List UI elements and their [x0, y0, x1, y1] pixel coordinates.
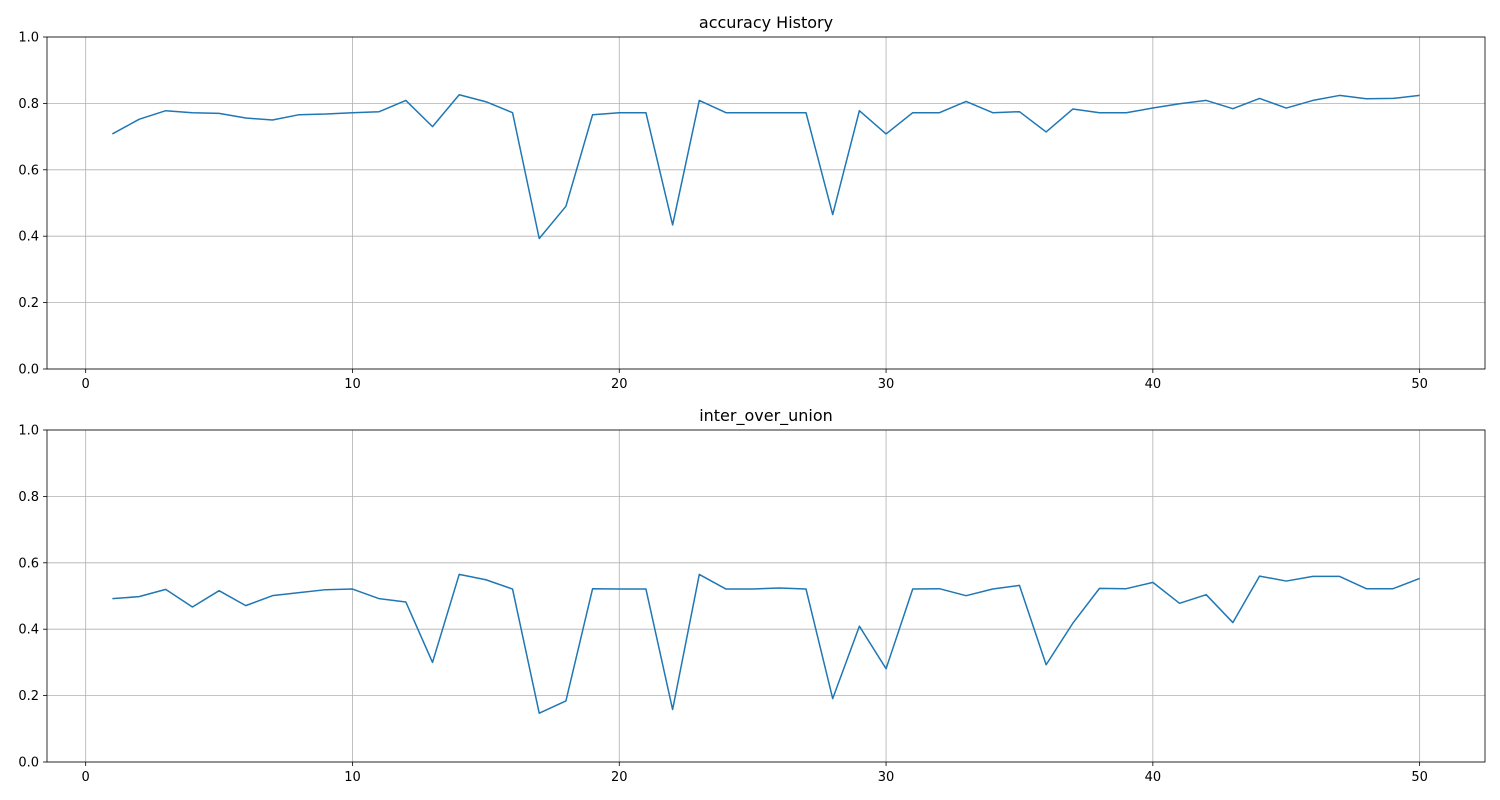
x-tick-label: 40 — [1145, 377, 1162, 392]
x-tick-label: 50 — [1411, 770, 1428, 785]
chart-title: accuracy History — [699, 13, 833, 32]
x-tick-label: 20 — [611, 770, 628, 785]
y-tick-label: 0.2 — [18, 296, 39, 311]
y-tick-label: 0.6 — [18, 556, 39, 571]
x-tick-label: 30 — [878, 377, 895, 392]
chart-title: inter_over_union — [699, 406, 833, 426]
y-tick-label: 0.0 — [18, 756, 39, 771]
series-line — [111, 94, 1420, 240]
y-tick-label: 0.8 — [18, 490, 39, 505]
x-tick-label: 10 — [344, 770, 361, 785]
y-tick-label: 0.0 — [18, 363, 39, 378]
plot-frame — [46, 36, 1486, 370]
inter-over-union-chart: inter_over_union 0 10 20 30 40 50 0.0 0.2 0.4 0.6… — [18, 406, 1486, 785]
x-tick-label: 10 — [344, 377, 361, 392]
series-line — [112, 573, 1420, 714]
accuracy-history-chart: accuracy History 0 10 20 30 40 50 0.0 0.2 0.4 0.6… — [18, 13, 1486, 392]
y-tick-label: 0.4 — [18, 623, 39, 638]
y-tick-label: 0.2 — [18, 689, 39, 704]
x-tick-label: 0 — [82, 377, 90, 392]
y-tick-label: 0.8 — [18, 97, 39, 112]
plot-frame — [46, 429, 1486, 763]
y-tick-label: 0.6 — [18, 163, 39, 178]
x-tick-label: 40 — [1145, 770, 1162, 785]
x-tick-label: 20 — [611, 377, 628, 392]
y-tick-label: 0.4 — [18, 230, 39, 245]
x-tick-label: 50 — [1411, 377, 1428, 392]
x-tick-label: 0 — [82, 770, 90, 785]
x-tick-label: 30 — [878, 770, 895, 785]
y-tick-label: 1.0 — [18, 424, 39, 439]
y-tick-label: 1.0 — [18, 31, 39, 46]
